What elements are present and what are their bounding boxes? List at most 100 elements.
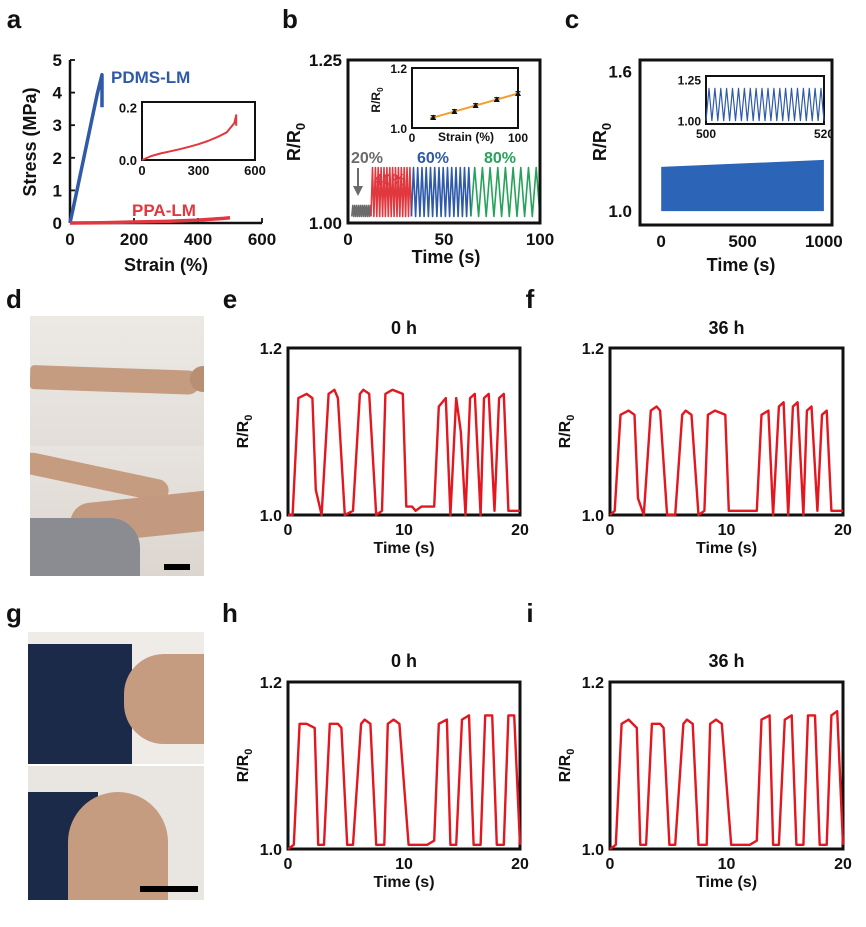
x-tick-label: 0: [284, 856, 293, 873]
data-point: [430, 114, 437, 120]
x-tick-label: 0: [606, 856, 615, 873]
scale-bar-d: [164, 564, 190, 570]
panel-letter-c: c: [565, 4, 579, 34]
y-tick-label: 1.25: [309, 51, 342, 70]
x-tick-label: 500: [728, 232, 756, 251]
panel-letter-f: f: [526, 284, 535, 314]
y-tick-label: 3: [53, 116, 62, 135]
plot-frame-i: [608, 680, 845, 851]
x-tick-label: 0: [606, 522, 615, 539]
y-tick-label: 1.2: [260, 341, 282, 358]
y-tick-label: 1.00: [309, 214, 342, 233]
x-tick-label: 10: [395, 522, 413, 539]
x-tick-label: 20: [511, 856, 529, 873]
inset-x-tick-label: 520: [814, 127, 834, 141]
x-tick-label: 600: [248, 230, 276, 249]
series-label-pdms: PDMS-LM: [111, 68, 190, 87]
inset-x-tick-label: 0: [409, 131, 416, 145]
panel-letter-g: g: [6, 598, 22, 628]
x-tick-label: 0: [343, 230, 352, 249]
inset-frame: [141, 101, 256, 161]
inset-x-tick-label: 500: [696, 127, 716, 141]
y-tick-label: 1.0: [608, 202, 632, 221]
x-tick-label: 20: [834, 856, 852, 873]
cyclic-band: [661, 159, 824, 212]
x-axis-label: Time (s): [373, 874, 434, 891]
y-axis-label: R/R0: [557, 749, 577, 783]
x-tick-label: 20: [511, 522, 529, 539]
y-tick-label: 2: [53, 149, 62, 168]
inset-series: [705, 87, 825, 122]
panel-letter-b: b: [282, 4, 298, 34]
x-axis-label: Time (s): [373, 540, 434, 557]
strain-label-2: 60%: [417, 150, 449, 167]
photo-d-arm-extended: [30, 316, 204, 446]
inset-y-tick-label: 1.2: [390, 62, 407, 76]
y-axis-label: R/R0: [590, 123, 614, 161]
series-label-ppa: PPA-LM: [132, 201, 196, 220]
panel-title-i: 36 h: [708, 651, 744, 671]
plot-frame-h: [286, 680, 522, 851]
signal-line-f: [609, 401, 843, 517]
y-tick-label: 1.0: [260, 842, 282, 859]
x-tick-label: 0: [65, 230, 74, 249]
x-tick-label: 10: [395, 856, 413, 873]
y-axis-label: R/R0: [557, 415, 577, 449]
inset-series: [141, 114, 238, 161]
y-axis-label: R/R0: [235, 415, 255, 449]
y-tick-label: 1.2: [582, 341, 604, 358]
x-axis-label: Time (s): [412, 247, 481, 267]
inset-y-tick-label: 1.00: [678, 115, 702, 129]
inset-x-tick-label: 300: [188, 163, 210, 178]
strain-label-0: 20%: [351, 150, 383, 167]
strain-label-3: 80%: [484, 150, 516, 167]
photo-g-leg-bent: [28, 766, 204, 900]
y-tick-label: 1.6: [608, 63, 632, 82]
panel-title-e: 0 h: [391, 318, 417, 338]
y-tick-label: 1: [53, 181, 62, 200]
inset-y-tick-label: 1.25: [678, 73, 702, 87]
x-axis-label: Time (s): [696, 540, 757, 557]
inset-x-tick-label: 100: [508, 131, 528, 145]
segment-40%: [370, 166, 413, 218]
x-tick-label: 50: [435, 230, 454, 249]
inset-x-axis-label: Strain (%): [438, 130, 494, 144]
inset-y-tick-label: 1.0: [390, 122, 407, 136]
inset-y-tick-label: 0.0: [119, 153, 137, 168]
plot-frame-c: [638, 58, 834, 227]
y-tick-label: 5: [53, 51, 62, 70]
panel-letter-i: i: [526, 598, 533, 628]
x-axis-label: Time (s): [707, 255, 776, 275]
segment-20%: [351, 204, 372, 218]
panel-letter-a: a: [7, 4, 22, 34]
strain-label-1: 40%: [374, 172, 406, 189]
x-tick-label: 0: [284, 522, 293, 539]
signal-line-i: [609, 710, 845, 850]
scale-bar-g: [140, 886, 198, 892]
arrow-head: [353, 186, 363, 196]
x-tick-label: 1000: [805, 232, 843, 251]
panel-letter-e: e: [223, 284, 237, 314]
panel-title-f: 36 h: [708, 318, 744, 338]
inset-y-tick-label: 0.2: [119, 100, 137, 115]
y-tick-label: 1.0: [582, 508, 604, 525]
x-axis-label: Time (s): [696, 874, 757, 891]
y-tick-label: 1.0: [260, 508, 282, 525]
segment-80%: [470, 166, 541, 218]
y-axis-label: R/R0: [284, 123, 308, 161]
panel-title-h: 0 h: [391, 651, 417, 671]
inset-x-tick-label: 600: [244, 163, 266, 178]
data-point: [515, 90, 521, 96]
panel-letter-h: h: [222, 598, 238, 628]
y-tick-label: 0: [53, 214, 62, 233]
series-PPA-LM: [69, 216, 231, 225]
segment-60%: [410, 166, 472, 218]
y-tick-label: 1.2: [260, 675, 282, 692]
x-tick-label: 10: [718, 522, 736, 539]
y-tick-label: 1.0: [582, 842, 604, 859]
plot-frame-b: [346, 58, 542, 225]
signal-line-h: [287, 714, 522, 850]
data-point: [493, 96, 500, 102]
x-tick-label: 400: [184, 230, 212, 249]
data-point: [472, 102, 479, 108]
